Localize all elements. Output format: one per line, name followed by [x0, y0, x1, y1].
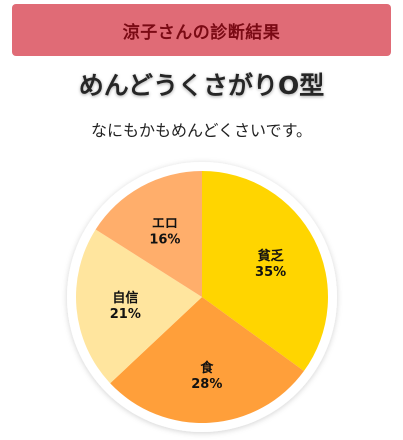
slice-label: 食 — [200, 360, 214, 376]
pie-slices — [76, 171, 329, 423]
result-description: なにもかもめんどくさいです。 — [91, 121, 312, 140]
pie-slice-4 — [95, 171, 202, 297]
slice-label: エロ — [152, 217, 178, 232]
slice-value-label: 35% — [255, 265, 286, 280]
header-title: 涼子さんの診断結果 — [122, 22, 281, 43]
slice-value-label: 16% — [149, 233, 180, 248]
result-header-bar: 涼子さんの診断結果 — [12, 4, 391, 56]
slice-value-label: 21% — [110, 307, 141, 322]
pie-slice-2 — [110, 297, 304, 423]
slice-value-label: 28% — [191, 377, 222, 392]
pie-slice-1 — [202, 171, 329, 372]
result-title: めんどうくさがりO型 — [78, 71, 325, 100]
pie-slice-3 — [76, 229, 202, 384]
slice-label: 貧乏 — [258, 248, 284, 264]
slice-label: 自信 — [112, 290, 138, 306]
